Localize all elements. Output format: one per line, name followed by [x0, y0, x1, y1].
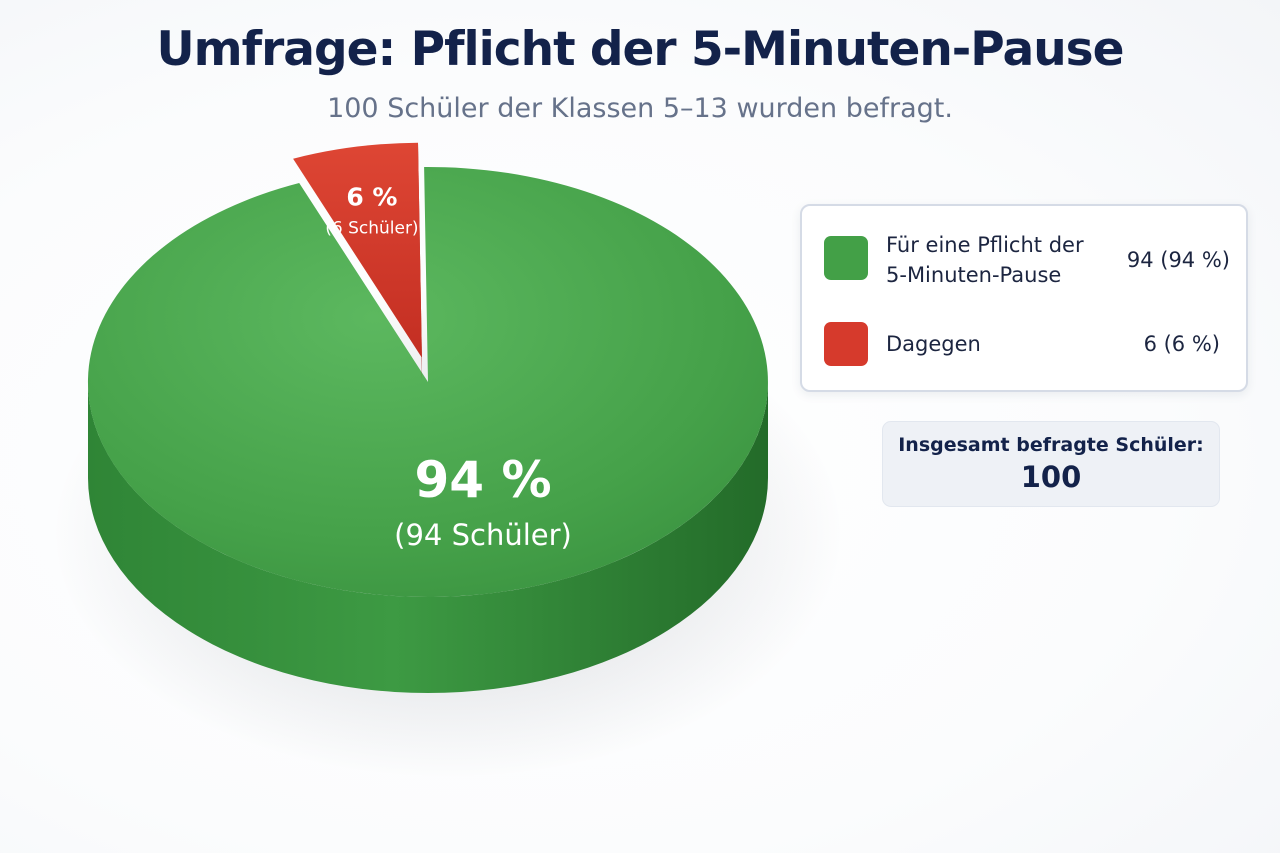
legend-item-dagegen: Dagegen 6 (6 %)	[802, 320, 1246, 370]
chart-title: Umfrage: Pflicht der 5-Minuten-Pause	[156, 22, 1124, 77]
legend-label-dafuer: Für eine Pflicht der 5-Minuten-Pause	[886, 230, 1106, 290]
pie-side-wall	[88, 382, 768, 693]
chart-legend: Für eine Pflicht der 5-Minuten-Pause 94 …	[800, 204, 1248, 392]
legend-swatch-dafuer	[824, 236, 868, 280]
slice-dagegen-count-label: (6 Schüler)	[325, 219, 418, 239]
pie-slice-dafuer	[87, 166, 768, 597]
total-respondents-value: 100	[1020, 460, 1082, 494]
pie-slice-dagegen	[293, 142, 422, 358]
slice-dafuer-count-label: (94 Schüler)	[394, 518, 572, 552]
legend-value-dagegen: 6 (6 %)	[1143, 332, 1220, 356]
slice-dafuer-percent-label: 94 %	[414, 451, 551, 509]
legend-value-dafuer: 94 (94 %)	[1126, 248, 1230, 272]
legend-item-dafuer: Für eine Pflicht der 5-Minuten-Pause 94 …	[802, 230, 1246, 290]
legend-label-dafuer-line2: 5-Minuten-Pause	[886, 263, 1062, 287]
chart-subtitle: 100 Schüler der Klassen 5–13 wurden befr…	[327, 93, 953, 124]
total-respondents-label: Insgesamt befragte Schüler:	[898, 434, 1204, 456]
legend-label-dafuer-line1: Für eine Pflicht der	[886, 233, 1084, 257]
total-respondents-box: Insgesamt befragte Schüler: 100	[882, 421, 1220, 507]
legend-swatch-dagegen	[824, 322, 868, 366]
slice-dagegen-percent-label: 6 %	[346, 183, 397, 212]
legend-label-dagegen: Dagegen	[886, 332, 981, 356]
